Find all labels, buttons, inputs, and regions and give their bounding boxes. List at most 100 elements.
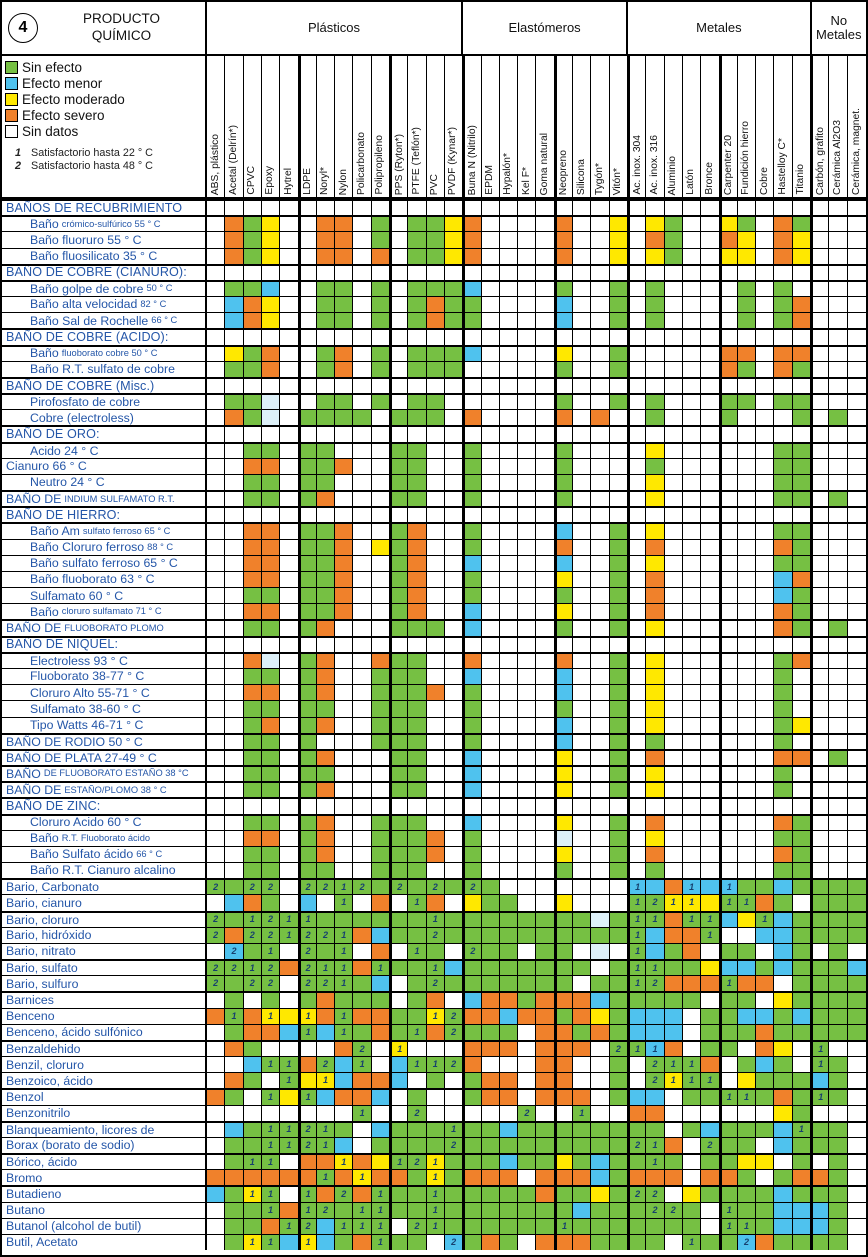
temperature-limit-digit: 2	[341, 1189, 347, 1200]
compat-cell	[701, 506, 720, 523]
compat-cell	[463, 667, 482, 685]
compat-cell	[701, 878, 720, 895]
compat-cell	[737, 490, 757, 507]
compat-cell	[225, 619, 244, 636]
temperature-limit-digit: 1	[689, 1059, 695, 1070]
compat-cell	[207, 667, 226, 685]
compat-cell: 1	[444, 1120, 464, 1137]
compat-cell	[829, 1039, 848, 1057]
compat-cell	[756, 635, 775, 652]
compat-cell	[829, 360, 848, 377]
compat-cell	[792, 441, 812, 458]
row-label: Butil, Acetato	[2, 1234, 207, 1251]
row-label: Sulfamato 38-60 ° C	[2, 700, 207, 717]
compat-cell	[316, 1185, 336, 1202]
compat-cell	[609, 1201, 629, 1218]
compat-cell	[628, 441, 647, 458]
compat-cell	[444, 829, 464, 846]
compat-cell	[847, 619, 866, 636]
temperature-limit-digit: 1	[670, 1059, 676, 1070]
compat-cell	[756, 813, 775, 830]
compat-cell	[463, 1023, 482, 1040]
compat-cell	[591, 263, 610, 280]
compat-cell	[811, 1007, 830, 1024]
temperature-limit-digit: 1	[268, 1204, 274, 1215]
compat-cell	[316, 991, 336, 1008]
compat-cell	[792, 1169, 812, 1186]
compat-cell	[573, 376, 592, 394]
compat-cell	[774, 409, 793, 426]
compat-cell	[207, 1136, 226, 1154]
row-label: BAÑO DE COBRE (Misc.)	[2, 376, 207, 394]
compat-cell	[591, 1056, 610, 1073]
compat-cell: 1	[682, 1056, 702, 1073]
compat-cell	[628, 554, 647, 571]
compat-cell: 2	[609, 1039, 629, 1057]
compat-cell	[609, 862, 629, 879]
compat-cell	[390, 312, 409, 329]
compat-cell	[719, 344, 738, 361]
compat-cell	[792, 1136, 812, 1154]
compat-cell	[609, 829, 629, 846]
compat-cell: 2	[316, 1201, 336, 1218]
compat-cell	[609, 651, 629, 668]
compat-cell	[426, 765, 445, 782]
compat-cell	[499, 1153, 519, 1170]
compat-cell: 1	[426, 1201, 445, 1218]
temperature-limit-digit: 2	[322, 1059, 328, 1070]
compat-cell	[426, 247, 445, 264]
compat-cell	[847, 975, 866, 992]
compat-cell	[719, 1153, 738, 1170]
compat-cell	[701, 829, 720, 846]
row-label: BAÑO DE RODIO 50 ° C	[2, 732, 207, 749]
compat-cell	[792, 215, 812, 232]
compat-cell	[335, 991, 354, 1008]
compat-cell	[243, 344, 262, 361]
temperature-limit-digit: 2	[249, 978, 255, 989]
compat-cell	[573, 1023, 592, 1040]
compat-cell	[335, 716, 354, 733]
compat-cell	[756, 522, 775, 539]
row-label: Acido 24 ° C	[2, 441, 207, 458]
compat-cell	[719, 651, 738, 668]
compat-cell	[444, 425, 464, 442]
compat-cell	[847, 506, 866, 523]
compat-cell	[298, 199, 317, 216]
compat-cell	[811, 393, 830, 410]
compat-cell	[591, 1185, 610, 1202]
compat-cell	[316, 490, 336, 507]
compat-cell	[426, 829, 445, 846]
compat-cell	[554, 473, 574, 491]
compat-cell: 1	[316, 959, 336, 976]
temperature-limit-digit: 2	[322, 881, 328, 892]
compat-cell	[316, 473, 336, 491]
compat-cell	[261, 506, 281, 523]
table-row: BAÑO DE FLUOBORATO PLOMO	[2, 619, 866, 636]
compat-cell	[261, 522, 281, 539]
compat-cell	[573, 781, 592, 798]
compat-cell	[225, 473, 244, 491]
table-row: Acido 24 ° C	[2, 441, 866, 458]
compat-cell	[682, 635, 702, 652]
compat-cell	[390, 910, 409, 927]
table-row: Cloruro Alto 55-71 ° C	[2, 684, 866, 701]
compat-cell	[554, 247, 574, 264]
compat-cell	[518, 894, 537, 911]
compat-cell	[774, 457, 793, 474]
compat-cell	[701, 409, 720, 426]
compat-cell	[609, 522, 629, 539]
compat-cell	[463, 1056, 482, 1073]
compat-cell	[280, 667, 299, 685]
compat-cell	[609, 684, 629, 701]
compat-cell	[664, 570, 683, 588]
compat-cell	[573, 635, 592, 652]
compat-cell	[811, 635, 830, 652]
compat-cell	[664, 490, 683, 507]
compat-cell	[774, 393, 793, 410]
compat-cell	[408, 538, 427, 555]
table-row: Bario, cianuro 1 1 1 2 1 1 1 1	[2, 894, 866, 911]
compat-cell	[499, 1023, 519, 1040]
compat-cell	[298, 457, 317, 474]
compat-cell	[481, 554, 500, 571]
compat-cell	[225, 1039, 244, 1057]
